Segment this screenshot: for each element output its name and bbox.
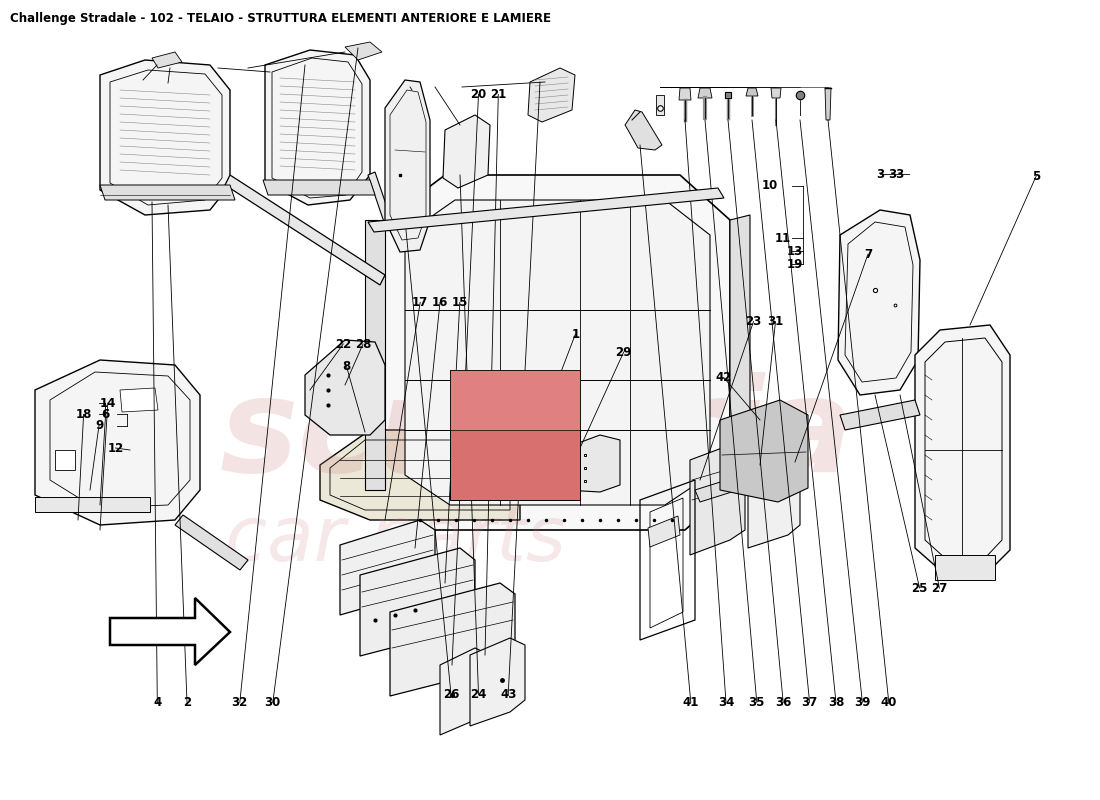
Text: 22: 22	[336, 338, 351, 350]
Text: 12: 12	[108, 442, 123, 454]
Polygon shape	[320, 430, 520, 520]
Text: 42: 42	[716, 371, 732, 384]
Polygon shape	[340, 520, 434, 615]
Text: 33: 33	[889, 168, 904, 181]
Polygon shape	[690, 445, 745, 555]
Polygon shape	[35, 497, 150, 512]
Text: 24: 24	[471, 688, 486, 701]
Polygon shape	[730, 215, 750, 490]
Polygon shape	[152, 52, 182, 68]
Polygon shape	[368, 172, 392, 225]
Polygon shape	[385, 175, 730, 530]
Text: 39: 39	[855, 696, 870, 709]
Polygon shape	[520, 428, 565, 466]
Text: 10: 10	[762, 179, 778, 192]
Polygon shape	[450, 370, 580, 430]
Polygon shape	[443, 115, 490, 188]
Polygon shape	[625, 110, 662, 150]
Text: 38: 38	[828, 696, 844, 709]
Polygon shape	[390, 583, 515, 696]
Polygon shape	[838, 210, 920, 395]
Text: 34: 34	[718, 696, 734, 709]
Polygon shape	[120, 388, 158, 412]
Polygon shape	[265, 50, 370, 205]
Polygon shape	[695, 460, 795, 502]
Text: 15: 15	[452, 296, 468, 309]
Polygon shape	[365, 220, 385, 490]
Polygon shape	[698, 88, 712, 98]
Polygon shape	[648, 516, 680, 547]
Polygon shape	[226, 175, 385, 285]
Text: 43: 43	[500, 688, 516, 701]
Polygon shape	[175, 515, 248, 570]
Text: scuderia: scuderia	[220, 371, 855, 498]
Polygon shape	[656, 95, 664, 115]
Text: 27: 27	[932, 582, 947, 594]
Text: car parts: car parts	[226, 503, 565, 577]
Polygon shape	[100, 60, 230, 215]
Text: 5: 5	[1032, 170, 1041, 182]
Text: 6: 6	[101, 408, 110, 421]
Polygon shape	[35, 360, 200, 525]
Text: 26: 26	[443, 688, 459, 701]
Text: 17: 17	[412, 296, 428, 309]
Text: 9: 9	[95, 419, 103, 432]
Polygon shape	[679, 88, 691, 100]
Text: 40: 40	[881, 696, 896, 709]
Text: 3: 3	[876, 168, 884, 181]
Polygon shape	[746, 88, 758, 96]
Text: 18: 18	[76, 408, 91, 421]
Polygon shape	[440, 648, 490, 735]
Text: 25: 25	[912, 582, 927, 594]
Polygon shape	[110, 598, 230, 665]
Text: 11: 11	[776, 232, 791, 245]
Text: 13: 13	[788, 245, 803, 258]
Polygon shape	[385, 80, 430, 252]
Text: 2: 2	[183, 696, 191, 709]
Polygon shape	[935, 555, 996, 580]
Polygon shape	[720, 400, 808, 502]
Polygon shape	[360, 548, 475, 656]
Text: 20: 20	[471, 88, 486, 101]
Text: 1: 1	[571, 328, 580, 341]
Text: 23: 23	[746, 315, 761, 328]
Text: 19: 19	[788, 258, 803, 270]
Polygon shape	[825, 88, 830, 120]
Polygon shape	[450, 370, 580, 500]
Text: 41: 41	[683, 696, 698, 709]
Text: 16: 16	[432, 296, 448, 309]
Polygon shape	[771, 88, 781, 98]
Polygon shape	[305, 340, 385, 435]
Text: 7: 7	[864, 248, 872, 261]
Polygon shape	[345, 42, 382, 60]
Polygon shape	[470, 638, 525, 726]
Polygon shape	[915, 325, 1010, 570]
Text: 4: 4	[153, 696, 162, 709]
Polygon shape	[748, 435, 800, 548]
Text: 14: 14	[100, 397, 116, 410]
Polygon shape	[840, 400, 920, 430]
Text: 31: 31	[768, 315, 783, 328]
Text: 35: 35	[749, 696, 764, 709]
Polygon shape	[100, 185, 235, 200]
Polygon shape	[565, 435, 620, 492]
Text: 8: 8	[342, 360, 351, 373]
Text: 36: 36	[776, 696, 791, 709]
Polygon shape	[405, 200, 710, 505]
Text: 21: 21	[491, 88, 506, 101]
Polygon shape	[55, 450, 75, 470]
Text: 32: 32	[232, 696, 248, 709]
Text: Challenge Stradale - 102 - TELAIO - STRUTTURA ELEMENTI ANTERIORE E LAMIERE: Challenge Stradale - 102 - TELAIO - STRU…	[10, 12, 551, 25]
Text: 30: 30	[265, 696, 280, 709]
Text: 29: 29	[616, 346, 631, 358]
Text: 37: 37	[802, 696, 817, 709]
Polygon shape	[528, 68, 575, 122]
Polygon shape	[263, 180, 375, 195]
Text: 28: 28	[355, 338, 371, 350]
Polygon shape	[368, 188, 724, 232]
